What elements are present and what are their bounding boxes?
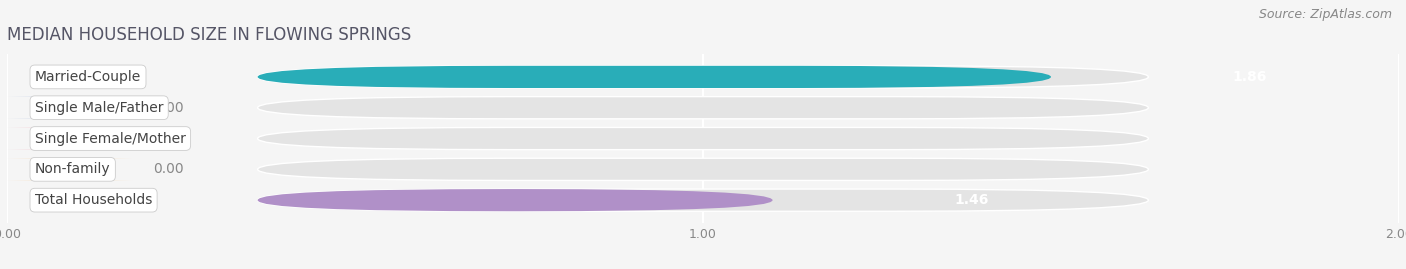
Text: Married-Couple: Married-Couple xyxy=(35,70,141,84)
FancyBboxPatch shape xyxy=(257,128,1149,150)
Text: Non-family: Non-family xyxy=(35,162,111,176)
Text: 1.86: 1.86 xyxy=(1233,70,1267,84)
Text: 0.00: 0.00 xyxy=(153,132,184,146)
FancyBboxPatch shape xyxy=(257,189,773,211)
Text: 0.00: 0.00 xyxy=(153,101,184,115)
Text: Single Male/Father: Single Male/Father xyxy=(35,101,163,115)
Text: 0.00: 0.00 xyxy=(153,162,184,176)
FancyBboxPatch shape xyxy=(7,97,132,119)
FancyBboxPatch shape xyxy=(7,128,132,150)
FancyBboxPatch shape xyxy=(257,66,1149,88)
FancyBboxPatch shape xyxy=(7,158,132,180)
FancyBboxPatch shape xyxy=(257,189,1149,211)
FancyBboxPatch shape xyxy=(257,66,1050,88)
Text: Total Households: Total Households xyxy=(35,193,152,207)
Text: MEDIAN HOUSEHOLD SIZE IN FLOWING SPRINGS: MEDIAN HOUSEHOLD SIZE IN FLOWING SPRINGS xyxy=(7,26,412,44)
FancyBboxPatch shape xyxy=(257,97,1149,119)
Text: 1.46: 1.46 xyxy=(955,193,988,207)
FancyBboxPatch shape xyxy=(257,158,1149,180)
Text: Source: ZipAtlas.com: Source: ZipAtlas.com xyxy=(1258,8,1392,21)
Text: Single Female/Mother: Single Female/Mother xyxy=(35,132,186,146)
